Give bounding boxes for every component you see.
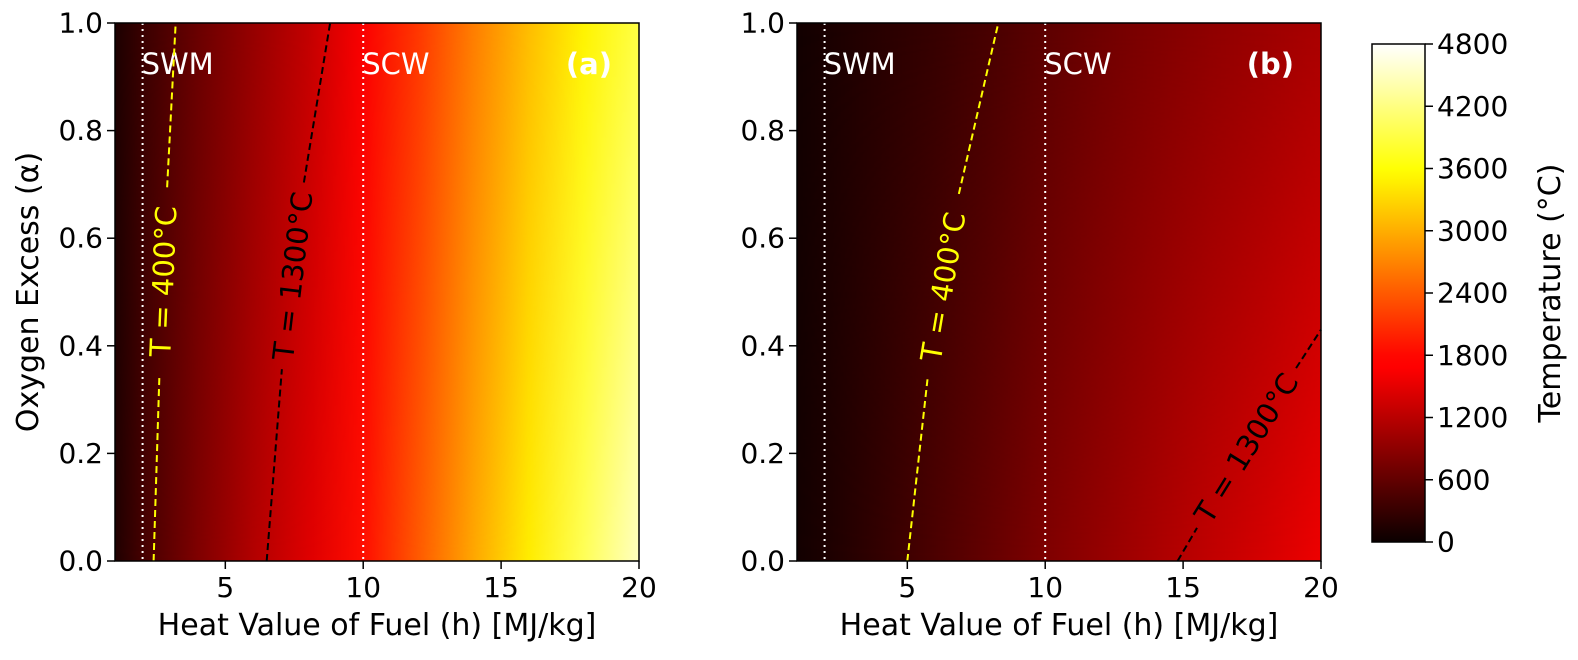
panel-b-frame bbox=[796, 22, 1322, 562]
contour-line-0-segment-2 bbox=[957, 22, 1000, 195]
panel-a-ylabel: Oxygen Excess (α) bbox=[11, 152, 46, 432]
y-tick-label: 0.6 bbox=[740, 222, 785, 255]
region-label-swm: SWM bbox=[824, 47, 896, 81]
y-tick-label: 1.0 bbox=[740, 7, 785, 40]
colorbar-tick-label: 4800 bbox=[1437, 28, 1508, 61]
panel-a-xlabel: Heat Value of Fuel (h) [MJ/kg] bbox=[158, 608, 597, 643]
contour-line-0-segment-2 bbox=[166, 22, 177, 188]
x-tick-label: 5 bbox=[898, 571, 916, 604]
y-tick-label: 0.8 bbox=[58, 114, 103, 147]
colorbar-tick-label: 3000 bbox=[1437, 214, 1508, 247]
contour-line-1-segment-1 bbox=[265, 369, 283, 562]
panel-a-tag: (a) bbox=[566, 47, 612, 81]
y-tick-label: 0.2 bbox=[740, 437, 785, 470]
contour-line-1-segment-2 bbox=[1295, 329, 1322, 369]
region-label-scw: SCW bbox=[1044, 47, 1111, 81]
contour-line-0-segment-1 bbox=[152, 375, 161, 562]
x-tick-label: 20 bbox=[1303, 571, 1339, 604]
y-tick-label: 0.8 bbox=[740, 114, 785, 147]
panel-b-heatmap-top-layer bbox=[797, 23, 1321, 561]
colorbar-tick-label: 1800 bbox=[1437, 339, 1508, 372]
x-tick-label: 10 bbox=[1027, 571, 1063, 604]
y-tick-label: 0.4 bbox=[58, 329, 103, 362]
y-tick-label: 0.2 bbox=[58, 437, 103, 470]
x-tick-label: 15 bbox=[483, 571, 519, 604]
contour-line-0-segment-1 bbox=[906, 379, 929, 562]
panel-b-tag: (b) bbox=[1247, 47, 1294, 81]
panel-a-frame bbox=[114, 22, 640, 562]
colorbar-tick-label: 600 bbox=[1437, 463, 1490, 496]
region-label-scw: SCW bbox=[362, 47, 429, 81]
contour-line-1-segment-1 bbox=[1176, 527, 1198, 562]
x-tick-label: 5 bbox=[216, 571, 234, 604]
x-tick-label: 20 bbox=[621, 571, 657, 604]
y-tick-label: 1.0 bbox=[58, 7, 103, 40]
colorbar-tick-label: 1200 bbox=[1437, 401, 1508, 434]
x-tick-label: 15 bbox=[1165, 571, 1201, 604]
y-tick-label: 0.0 bbox=[58, 545, 103, 578]
panel-b-xlabel: Heat Value of Fuel (h) [MJ/kg] bbox=[840, 608, 1279, 643]
y-tick-label: 0.4 bbox=[740, 329, 785, 362]
contour-label: T = 400°C bbox=[143, 205, 183, 358]
x-tick-label: 10 bbox=[345, 571, 381, 604]
colorbar-tick-label: 3600 bbox=[1437, 152, 1508, 185]
colorbar-tick-label: 2400 bbox=[1437, 277, 1508, 310]
contour-line-1-segment-2 bbox=[302, 22, 332, 183]
panel-a-heatmap-top-layer bbox=[115, 23, 639, 561]
y-tick-label: 0.0 bbox=[740, 545, 785, 578]
region-label-swm: SWM bbox=[142, 47, 214, 81]
colorbar-tick-label: 0 bbox=[1437, 526, 1455, 559]
colorbar-label: Temperature (°C) bbox=[1533, 164, 1568, 424]
y-tick-label: 0.6 bbox=[58, 222, 103, 255]
colorbar-tick-label: 4200 bbox=[1437, 90, 1508, 123]
colorbar: 0 600 1200 1800 2400 3000 3600 4200 4800 Tempera… bbox=[1371, 28, 1568, 559]
colorbar-fill bbox=[1371, 43, 1426, 543]
